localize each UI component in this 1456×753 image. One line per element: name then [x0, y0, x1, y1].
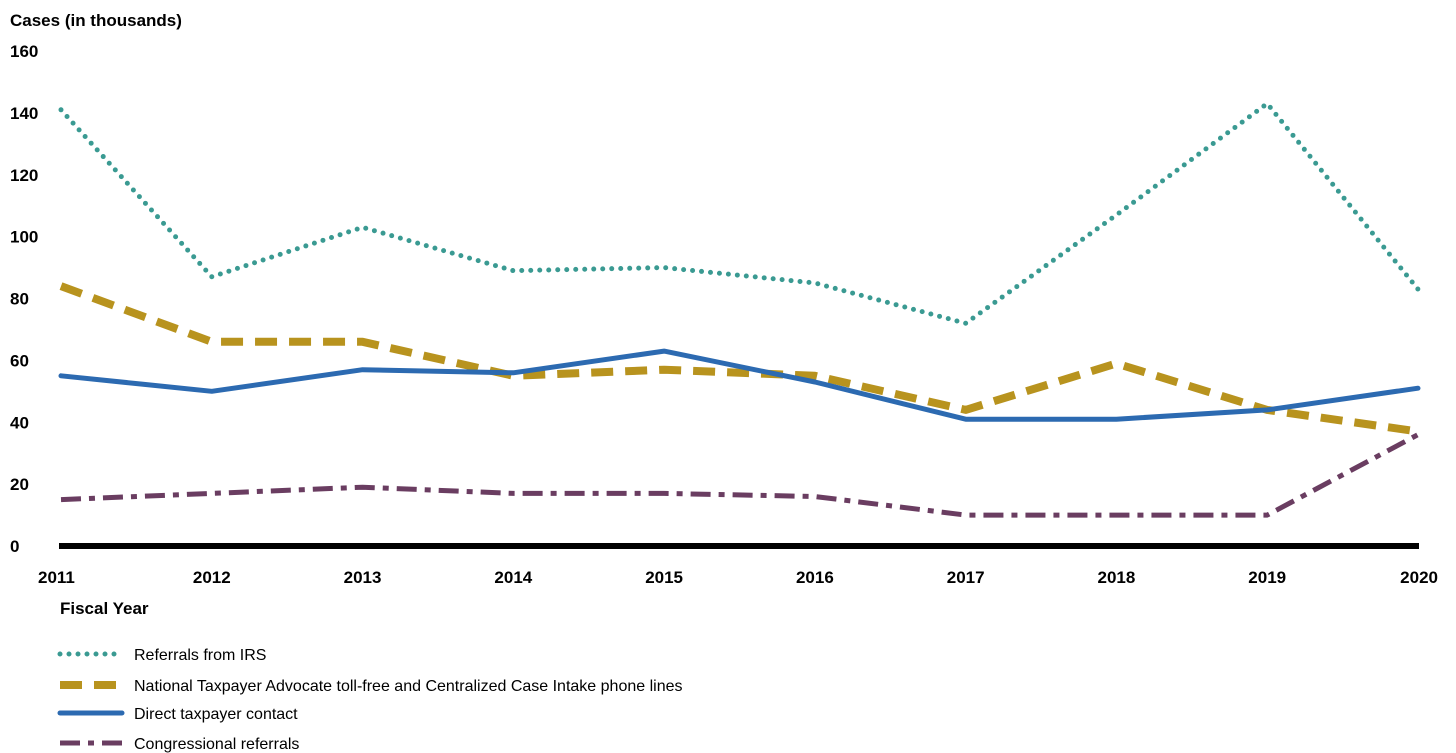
x-tick-label: 2017 — [947, 568, 985, 587]
y-tick-label: 80 — [10, 290, 29, 309]
x-tick-label: 2016 — [796, 568, 834, 587]
y-tick-label: 20 — [10, 475, 29, 494]
x-axis-title: Fiscal Year — [60, 599, 149, 618]
series-line-direct-taxpayer-contact — [58, 348, 1421, 422]
legend-label-congressional-referrals: Congressional referrals — [134, 736, 299, 753]
series-layer — [58, 101, 1421, 518]
y-tick-label: 60 — [10, 351, 29, 370]
y-axis-title: Cases (in thousands) — [10, 11, 182, 30]
x-tick-label: 2019 — [1248, 568, 1286, 587]
x-axis-ticks: 2011 2012 2013 2014 2015 2016 2017 2018 2019 2020 — [38, 568, 1438, 587]
x-tick-label: 2013 — [344, 568, 382, 587]
x-tick-label: 2015 — [645, 568, 683, 587]
legend-label-referrals-from-irs: Referrals from IRS — [134, 647, 266, 664]
legend: Referrals from IRS National Taxpayer Advo… — [57, 647, 682, 753]
x-tick-label: 2014 — [494, 568, 532, 587]
y-axis-ticks: 0 20 40 60 80 100 120 140 160 — [10, 42, 38, 556]
legend-label-direct-taxpayer-contact: Direct taxpayer contact — [134, 706, 298, 723]
y-tick-label: 100 — [10, 228, 38, 247]
y-tick-label: 0 — [10, 537, 19, 556]
series-line-congressional-referrals — [60, 432, 1420, 518]
y-tick-label: 160 — [10, 42, 38, 61]
series-line-referrals-from-irs — [58, 101, 1421, 326]
y-tick-label: 140 — [10, 104, 38, 123]
y-tick-label: 40 — [10, 413, 29, 432]
x-tick-label: 2020 — [1400, 568, 1438, 587]
x-tick-label: 2012 — [193, 568, 231, 587]
series-line-nta-phone-lines — [59, 282, 1419, 436]
legend-label-nta-phone-lines: National Taxpayer Advocate toll-free and… — [134, 678, 682, 695]
y-tick-label: 120 — [10, 166, 38, 185]
x-tick-label: 2018 — [1098, 568, 1136, 587]
x-tick-label: 2011 — [38, 568, 75, 587]
